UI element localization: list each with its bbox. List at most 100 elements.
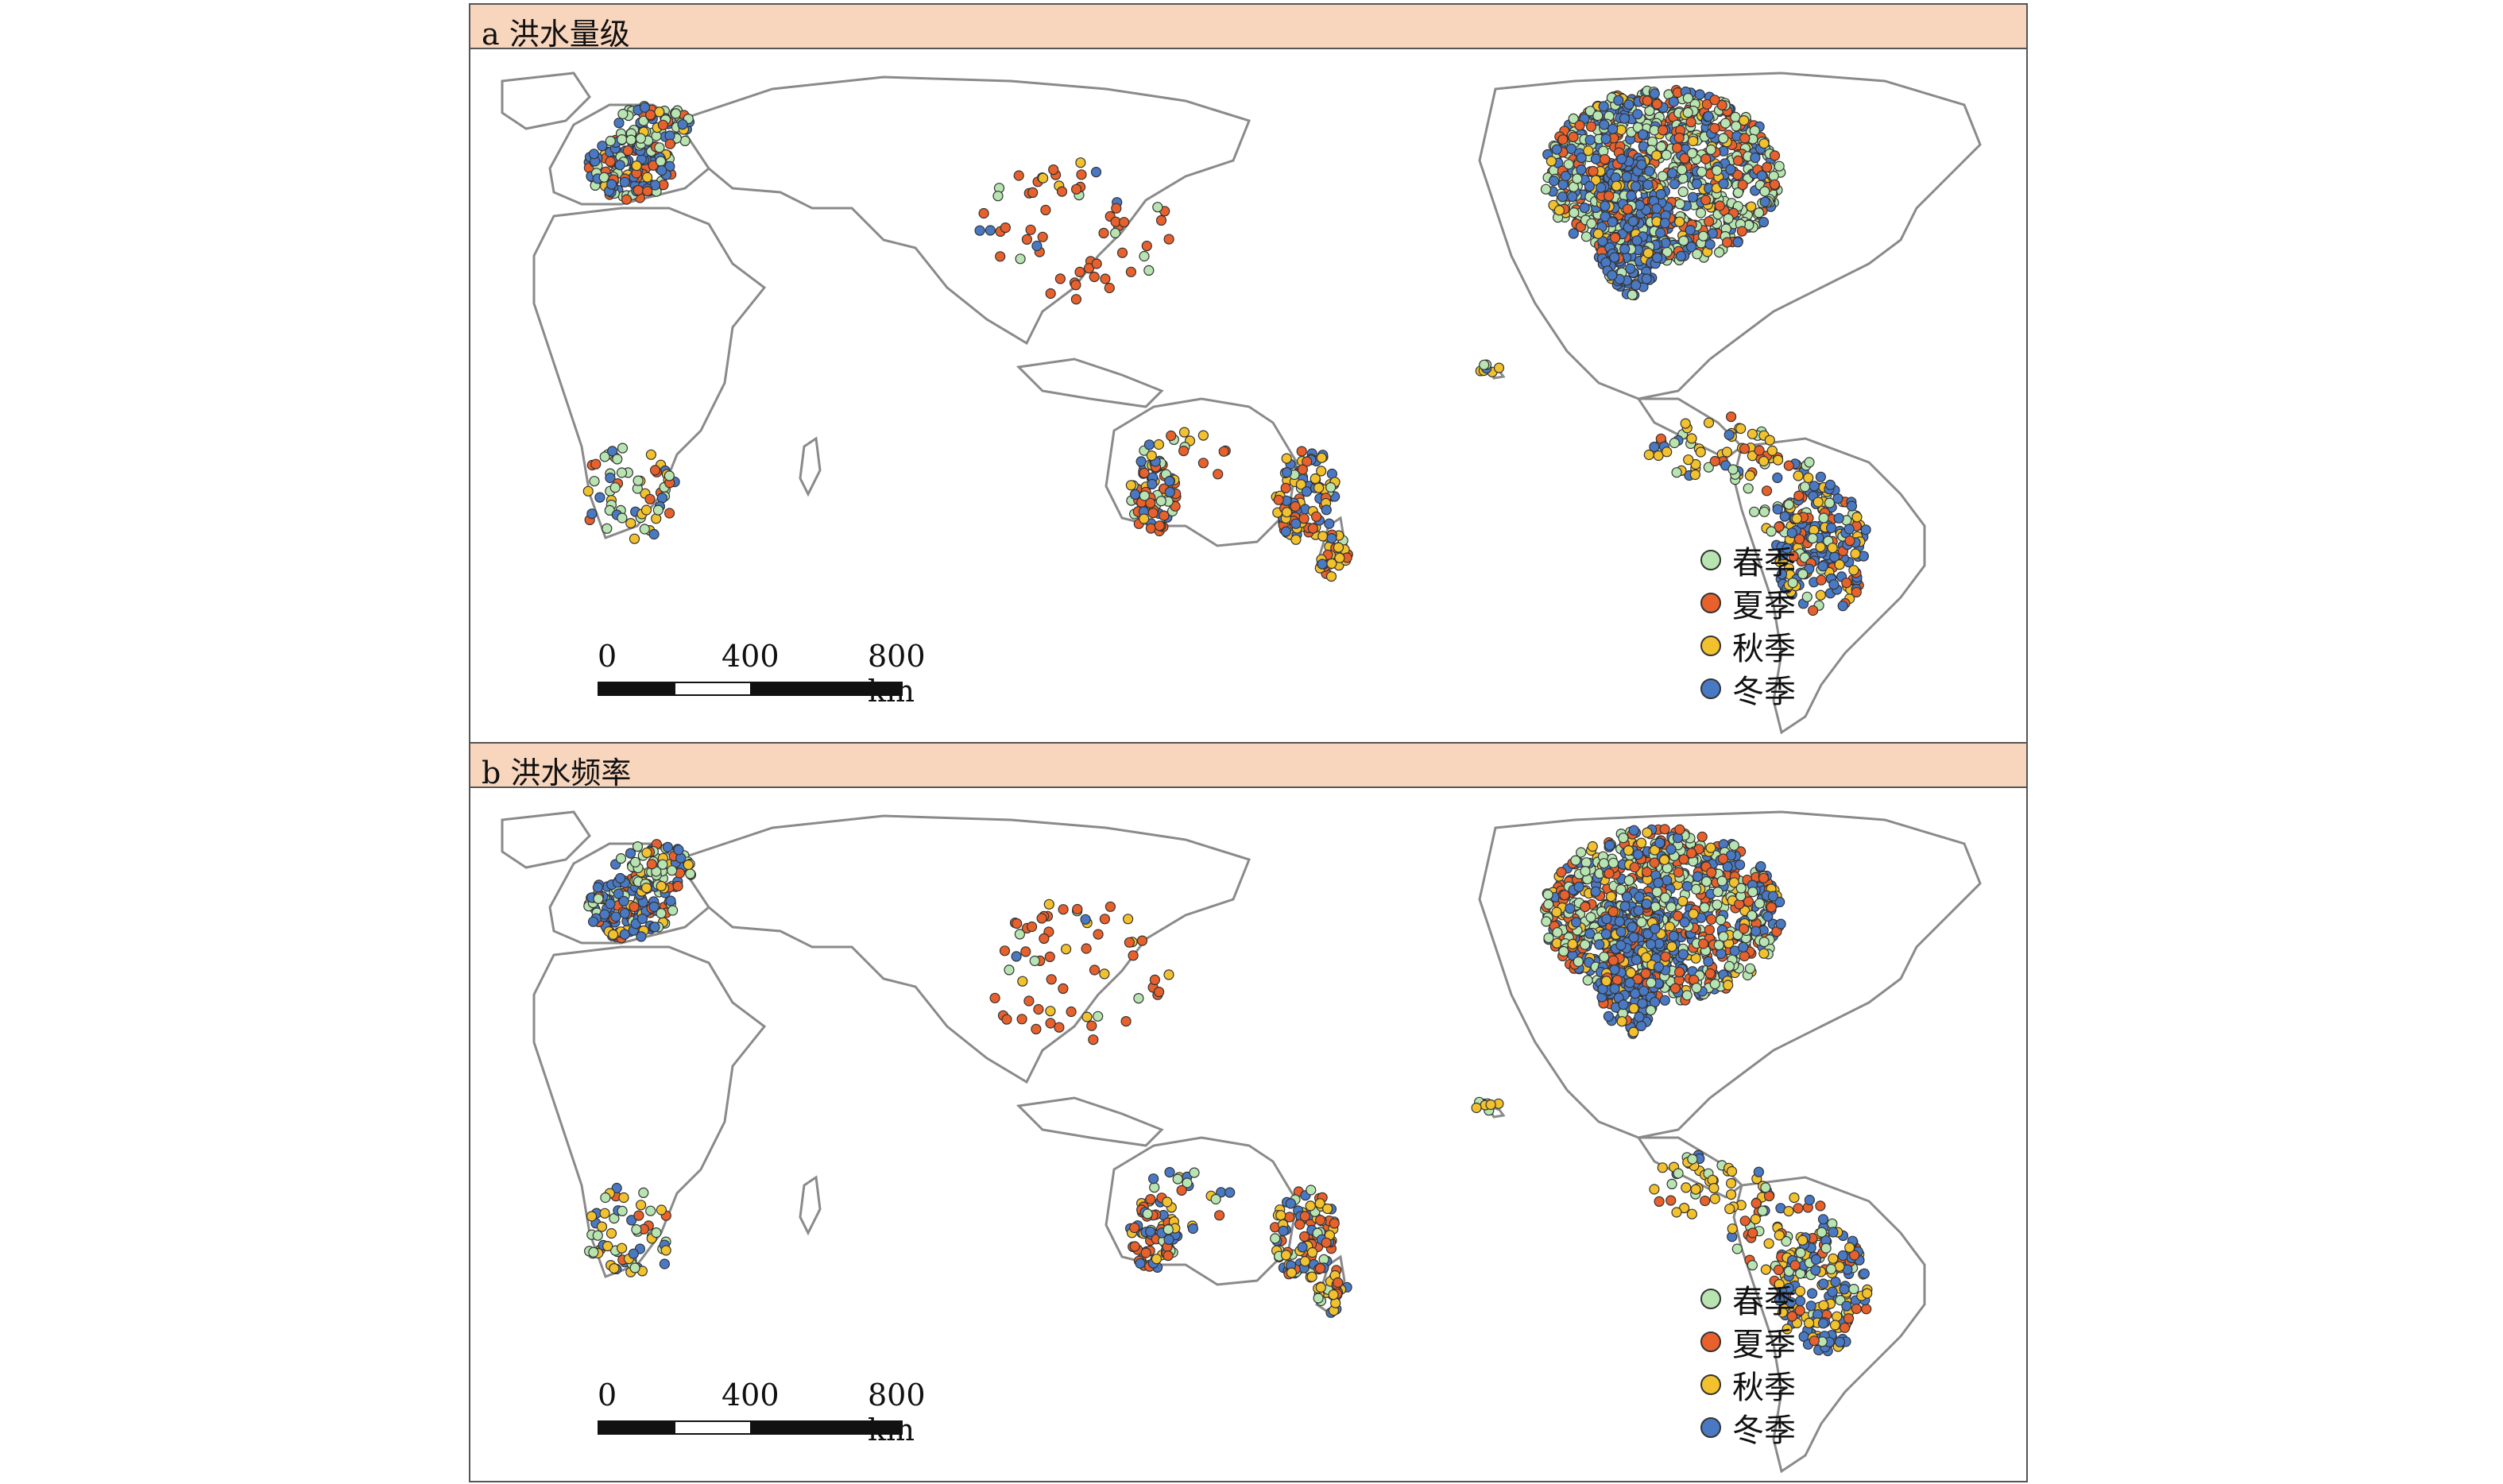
station-point-autumn	[640, 504, 652, 516]
station-point-winter	[1753, 1166, 1765, 1177]
station-point-summer	[1089, 271, 1100, 283]
station-point-winter	[1738, 941, 1749, 953]
station-point-spring	[1795, 1247, 1806, 1258]
station-point-autumn	[618, 1192, 629, 1204]
station-point-autumn	[1316, 452, 1327, 463]
station-point-winter	[1628, 825, 1639, 836]
station-point-summer	[1769, 150, 1781, 161]
station-point-summer	[1154, 520, 1165, 531]
station-point-summer	[1128, 950, 1139, 961]
station-point-spring	[1816, 1227, 1828, 1238]
station-point-autumn	[1828, 1253, 1839, 1264]
station-point-autumn	[1827, 543, 1838, 554]
station-point-autumn	[660, 1245, 671, 1256]
station-point-winter	[662, 841, 673, 853]
station-point-summer	[1751, 1197, 1762, 1209]
station-point-winter	[619, 908, 630, 919]
station-point-winter	[1642, 929, 1654, 940]
station-point-autumn	[1674, 216, 1685, 227]
station-point-autumn	[596, 1221, 608, 1232]
station-point-autumn	[1726, 1165, 1738, 1177]
station-point-winter	[677, 118, 688, 130]
station-point-winter	[619, 929, 630, 940]
station-point-autumn	[1275, 1210, 1286, 1221]
station-point-winter	[1685, 242, 1697, 253]
station-point-winter	[1011, 951, 1022, 962]
station-point-spring	[1743, 483, 1754, 494]
station-point-winter	[588, 149, 600, 160]
station-point-summer	[1673, 867, 1685, 878]
station-point-autumn	[1725, 1189, 1737, 1200]
station-point-summer	[1045, 288, 1056, 300]
legend-label-autumn: 秋季	[1732, 631, 1796, 667]
station-point-winter	[1830, 1276, 1841, 1288]
station-point-spring	[1576, 847, 1587, 858]
scale-label-800: 800 km	[868, 639, 926, 709]
station-point-spring	[1848, 1283, 1859, 1295]
panel-title-b: b 洪水频率	[482, 756, 632, 790]
station-point-spring	[638, 1187, 649, 1198]
station-point-summer	[1732, 155, 1744, 166]
station-point-winter	[649, 922, 660, 933]
station-point-autumn	[1686, 1208, 1698, 1219]
station-point-winter	[1692, 871, 1704, 883]
station-point-winter	[1619, 113, 1631, 124]
station-point-winter	[1837, 1250, 1848, 1262]
station-point-spring	[1749, 125, 1760, 137]
station-point-summer	[1297, 464, 1309, 475]
station-point-winter	[586, 508, 598, 520]
station-point-spring	[1543, 932, 1554, 944]
station-point-spring	[1718, 133, 1729, 144]
station-point-spring	[1720, 118, 1731, 129]
panel-header-b: b 洪水频率	[470, 744, 2026, 790]
station-point-summer	[1314, 1262, 1326, 1274]
station-point-spring	[1189, 1167, 1200, 1178]
station-point-spring	[629, 1262, 640, 1273]
station-point-winter	[974, 225, 985, 236]
station-point-summer	[1849, 1250, 1860, 1261]
station-point-summer	[1025, 224, 1036, 235]
station-point-summer	[1298, 513, 1310, 524]
station-point-autumn	[1708, 1183, 1720, 1194]
station-point-winter	[1775, 918, 1786, 929]
station-point-spring	[670, 108, 682, 119]
scale-bar-b: 0 400 800 km	[598, 1378, 931, 1447]
station-point-winter	[1782, 543, 1793, 554]
station-point-spring	[1713, 247, 1725, 258]
station-point-winter	[1590, 886, 1601, 897]
station-point-summer	[1333, 1277, 1344, 1289]
station-point-summer	[1093, 929, 1104, 940]
station-point-summer	[1725, 412, 1737, 423]
station-point-winter	[1645, 939, 1657, 950]
station-point-spring	[1695, 207, 1707, 218]
station-point-summer	[1145, 1193, 1156, 1205]
station-point-spring	[1599, 951, 1610, 963]
station-point-spring	[1682, 92, 1694, 104]
station-point-autumn	[1625, 967, 1637, 978]
station-point-winter	[673, 844, 684, 856]
station-point-spring	[1768, 170, 1779, 182]
station-point-autumn	[1850, 548, 1861, 559]
station-point-autumn	[1151, 1254, 1163, 1265]
station-point-summer	[1673, 967, 1685, 978]
station-point-winter	[1794, 1296, 1806, 1307]
station-point-winter	[1143, 439, 1155, 450]
scale-label-800: 800 km	[868, 1378, 926, 1447]
station-point-winter	[1859, 1268, 1870, 1279]
station-point-winter	[1285, 1198, 1297, 1209]
station-point-summer	[1140, 1247, 1151, 1258]
station-point-spring	[1753, 207, 1765, 218]
station-point-summer	[1040, 204, 1051, 215]
station-point-summer	[1658, 125, 1669, 136]
station-point-summer	[1044, 951, 1055, 962]
station-point-autumn	[1642, 247, 1654, 259]
legend-label-spring: 春季	[1732, 1284, 1796, 1320]
station-point-summer	[1054, 1022, 1065, 1033]
station-point-summer	[1739, 443, 1751, 454]
station-point-autumn	[1688, 135, 1699, 147]
station-point-summer	[1104, 901, 1116, 912]
station-point-summer	[1783, 460, 1794, 471]
station-point-summer	[1629, 862, 1640, 873]
station-point-summer	[1557, 134, 1569, 145]
station-point-spring	[1558, 945, 1569, 957]
